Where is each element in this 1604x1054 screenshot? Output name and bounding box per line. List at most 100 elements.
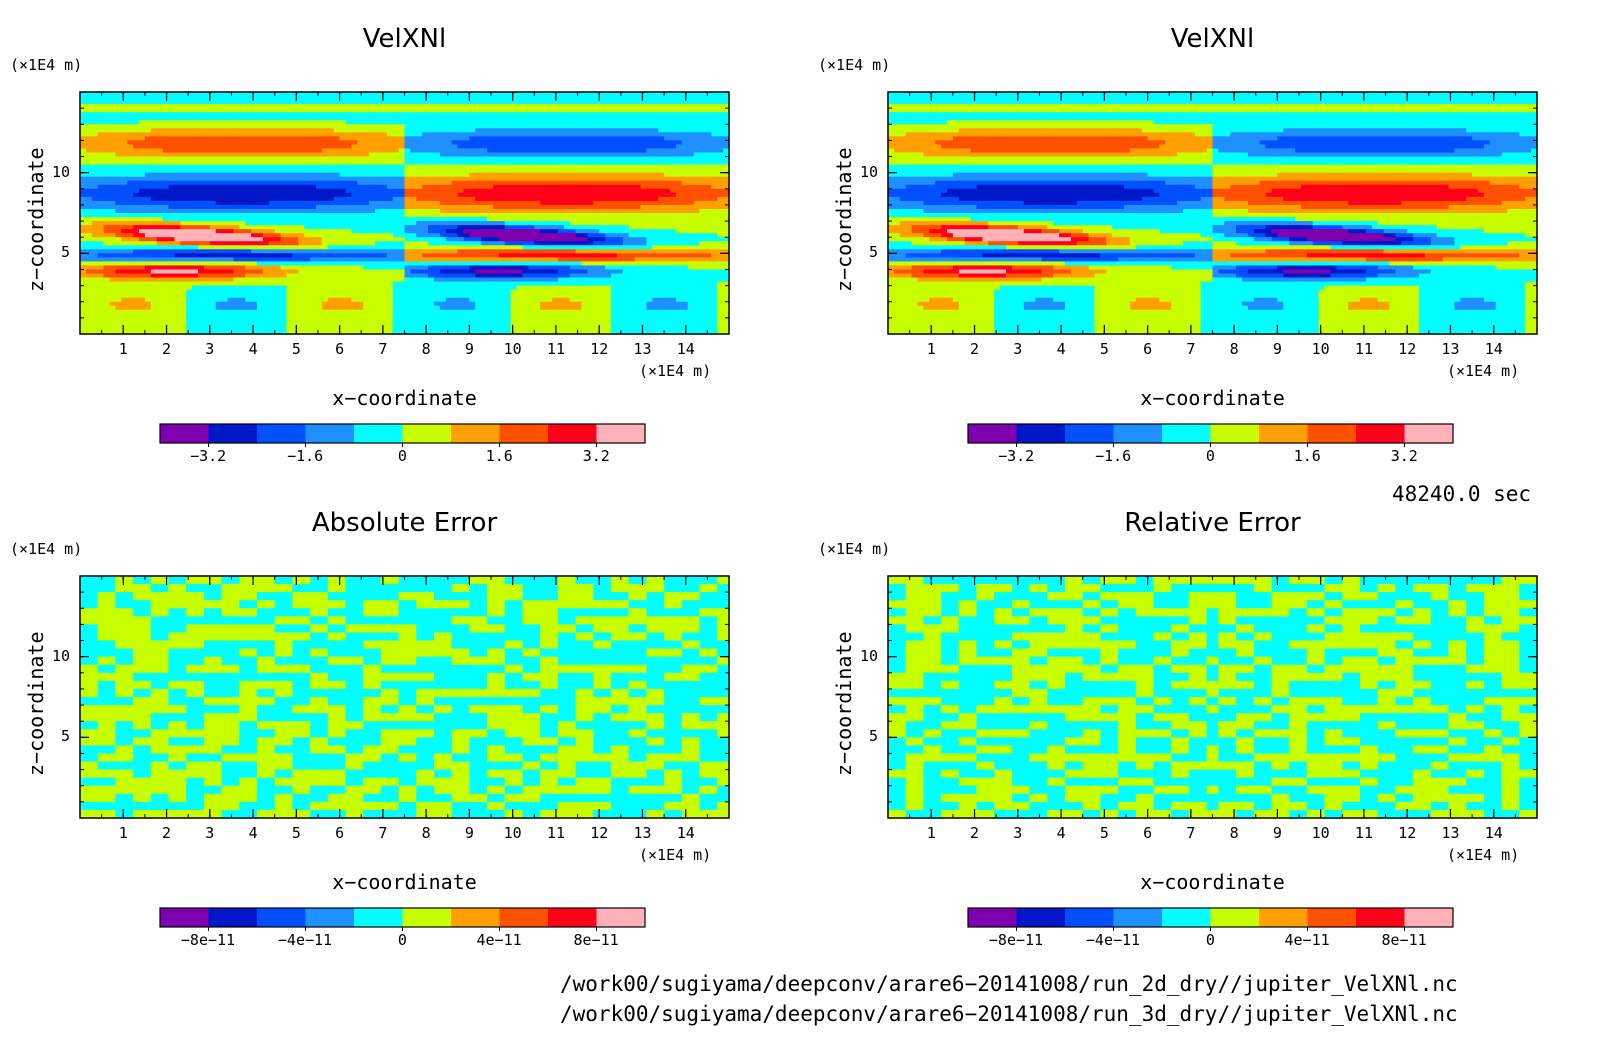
y-tick-label: 10 bbox=[52, 163, 70, 181]
x-tick-label: 9 bbox=[465, 824, 474, 842]
panel-title: VelXNl bbox=[363, 24, 446, 54]
x-tick-label: 13 bbox=[633, 824, 651, 842]
x-tick-label: 12 bbox=[1398, 340, 1416, 358]
colorbar-label: −4e−11 bbox=[278, 931, 332, 949]
colorbar-swatch bbox=[257, 424, 306, 443]
colorbar-label: 3.2 bbox=[583, 447, 610, 465]
x-tick-label: 5 bbox=[1100, 824, 1109, 842]
x-unit-label: (×1E4 m) bbox=[639, 846, 711, 864]
colorbar-label: −8e−11 bbox=[181, 931, 235, 949]
colorbar-label: −8e−11 bbox=[989, 931, 1043, 949]
colorbar-swatch bbox=[548, 424, 597, 443]
colorbar-swatch bbox=[451, 908, 500, 927]
y-unit-label: (×1E4 m) bbox=[818, 540, 890, 558]
x-tick-label: 10 bbox=[504, 340, 522, 358]
x-tick-label: 7 bbox=[1186, 824, 1195, 842]
x-tick-label: 7 bbox=[378, 340, 387, 358]
y-axis-label: z−coordinate bbox=[24, 148, 48, 293]
footer-path-2d: /work00/sugiyama/deepconv/arare6−2014100… bbox=[560, 972, 1458, 996]
x-tick-label: 13 bbox=[633, 340, 651, 358]
x-axis-label: x−coordinate bbox=[332, 386, 477, 410]
contour-field-4 bbox=[888, 576, 1538, 819]
x-tick-label: 12 bbox=[590, 340, 608, 358]
colorbar-label: 0 bbox=[1206, 447, 1215, 465]
colorbar-swatch bbox=[1307, 424, 1357, 443]
x-tick-label: 4 bbox=[249, 340, 258, 358]
colorbar-swatch bbox=[1356, 424, 1405, 443]
colorbar-swatch bbox=[402, 908, 452, 927]
colorbar-swatch bbox=[354, 908, 403, 927]
x-tick-label: 14 bbox=[677, 824, 695, 842]
colorbar-swatch bbox=[1016, 424, 1066, 443]
colorbar-swatch bbox=[1404, 424, 1454, 443]
contour-field-3 bbox=[80, 576, 730, 819]
x-tick-label: 8 bbox=[1230, 824, 1239, 842]
colorbar-swatch bbox=[354, 424, 403, 443]
colorbar-label: 8e−11 bbox=[574, 931, 619, 949]
colorbar-label: 1.6 bbox=[486, 447, 513, 465]
colorbar-swatch bbox=[596, 908, 646, 927]
colorbar-label: 0 bbox=[1206, 931, 1215, 949]
y-tick-label: 5 bbox=[61, 727, 70, 745]
x-axis-label: x−coordinate bbox=[332, 870, 477, 894]
panel-title: VelXNl bbox=[1171, 24, 1254, 54]
x-tick-label: 6 bbox=[335, 340, 344, 358]
time-label: 48240.0 sec bbox=[1392, 482, 1531, 506]
colorbar-swatch bbox=[1404, 908, 1454, 927]
y-unit-label: (×1E4 m) bbox=[10, 56, 82, 74]
x-tick-label: 9 bbox=[1273, 824, 1282, 842]
y-tick-label: 10 bbox=[52, 647, 70, 665]
x-unit-label: (×1E4 m) bbox=[1447, 362, 1519, 380]
colorbar-label: 0 bbox=[398, 931, 407, 949]
x-tick-label: 14 bbox=[1485, 824, 1503, 842]
x-tick-label: 2 bbox=[162, 824, 171, 842]
colorbar-swatch bbox=[1113, 424, 1163, 443]
x-tick-label: 6 bbox=[1143, 824, 1152, 842]
colorbar-label: 4e−11 bbox=[477, 931, 522, 949]
colorbar-swatch bbox=[1356, 908, 1405, 927]
x-tick-label: 12 bbox=[590, 824, 608, 842]
colorbar-swatch bbox=[402, 424, 452, 443]
x-tick-label: 12 bbox=[1398, 824, 1416, 842]
x-tick-label: 4 bbox=[1057, 340, 1066, 358]
colorbar-swatch bbox=[257, 908, 306, 927]
colorbar-swatch bbox=[160, 908, 209, 927]
x-tick-label: 8 bbox=[422, 824, 431, 842]
colorbar-swatch bbox=[499, 908, 549, 927]
colorbar-swatch bbox=[1065, 424, 1114, 443]
x-tick-label: 11 bbox=[547, 340, 565, 358]
x-tick-label: 7 bbox=[378, 824, 387, 842]
x-tick-label: 4 bbox=[249, 824, 258, 842]
x-tick-label: 13 bbox=[1441, 824, 1459, 842]
x-tick-label: 14 bbox=[1485, 340, 1503, 358]
colorbar-swatch bbox=[968, 908, 1017, 927]
colorbar-swatch bbox=[1259, 908, 1308, 927]
colorbar-label: −3.2 bbox=[998, 447, 1034, 465]
colorbar-swatch bbox=[596, 424, 646, 443]
x-tick-label: 10 bbox=[504, 824, 522, 842]
colorbar-swatch bbox=[305, 424, 355, 443]
y-tick-label: 10 bbox=[860, 647, 878, 665]
x-axis-label: x−coordinate bbox=[1140, 870, 1285, 894]
x-tick-label: 3 bbox=[205, 824, 214, 842]
colorbar-label: 0 bbox=[398, 447, 407, 465]
x-tick-label: 3 bbox=[205, 340, 214, 358]
x-tick-label: 8 bbox=[1230, 340, 1239, 358]
colorbar-swatch bbox=[208, 908, 258, 927]
colorbar-swatch bbox=[1210, 908, 1260, 927]
colorbar-label: −3.2 bbox=[190, 447, 226, 465]
x-unit-label: (×1E4 m) bbox=[639, 362, 711, 380]
x-axis-label: x−coordinate bbox=[1140, 386, 1285, 410]
y-tick-label: 5 bbox=[869, 727, 878, 745]
x-tick-label: 1 bbox=[927, 824, 936, 842]
y-tick-label: 10 bbox=[860, 163, 878, 181]
colorbar-swatch bbox=[305, 908, 355, 927]
x-tick-label: 9 bbox=[465, 340, 474, 358]
colorbar-swatch bbox=[208, 424, 258, 443]
x-tick-label: 7 bbox=[1186, 340, 1195, 358]
x-tick-label: 1 bbox=[119, 824, 128, 842]
x-tick-label: 2 bbox=[970, 340, 979, 358]
contour-field-2 bbox=[888, 92, 1538, 335]
colorbar-swatch bbox=[1113, 908, 1163, 927]
